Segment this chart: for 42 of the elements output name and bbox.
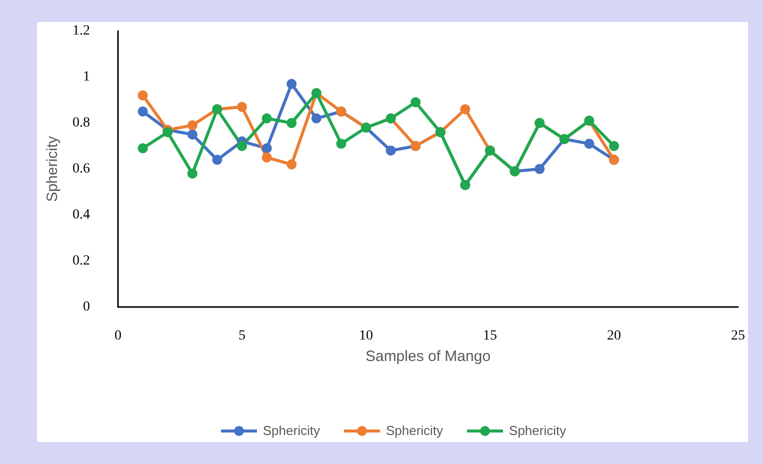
- x-tick-label: 15: [483, 328, 497, 344]
- point: [410, 97, 421, 108]
- point: [584, 138, 594, 149]
- x-tick-label: 5: [238, 328, 246, 344]
- point: [138, 106, 148, 116]
- point: [460, 104, 470, 114]
- point: [138, 143, 148, 154]
- point: [286, 118, 297, 128]
- y-axis-title: Sphericity: [44, 136, 61, 202]
- point: [609, 141, 619, 151]
- point: [262, 113, 272, 124]
- point: [187, 168, 198, 179]
- point: [262, 143, 272, 154]
- point: [138, 90, 148, 100]
- point: [162, 127, 173, 138]
- point: [386, 146, 396, 156]
- point: [212, 154, 222, 165]
- point: [187, 120, 198, 130]
- point: [262, 152, 272, 162]
- x-tick-label: 20: [607, 328, 621, 344]
- point: [187, 130, 198, 140]
- point: [311, 113, 322, 124]
- point: [286, 78, 297, 89]
- y-tick-label: 0.8: [72, 116, 90, 130]
- point: [336, 138, 346, 149]
- x-tick-label: 0: [114, 328, 122, 344]
- point: [237, 141, 247, 151]
- x-tick-label: 25: [731, 328, 745, 344]
- y-tick-label: 0.4: [72, 208, 90, 222]
- legend-label: Sphericity: [262, 423, 320, 438]
- y-tick-label: 0.6: [72, 162, 90, 176]
- y-tick-label: 1.2: [72, 24, 90, 38]
- y-tick-label: 0.2: [72, 254, 90, 268]
- point: [534, 164, 545, 174]
- x-axis-title: Samples of Mango: [365, 348, 491, 365]
- legend-label: Sphericity: [509, 423, 566, 438]
- x-tick-label: 10: [359, 328, 373, 344]
- y-tick-label: 0: [83, 300, 90, 314]
- y-tick-label: 1: [83, 70, 90, 84]
- point: [286, 159, 297, 170]
- legend-label: Sphericity: [386, 423, 444, 438]
- point: [237, 102, 247, 112]
